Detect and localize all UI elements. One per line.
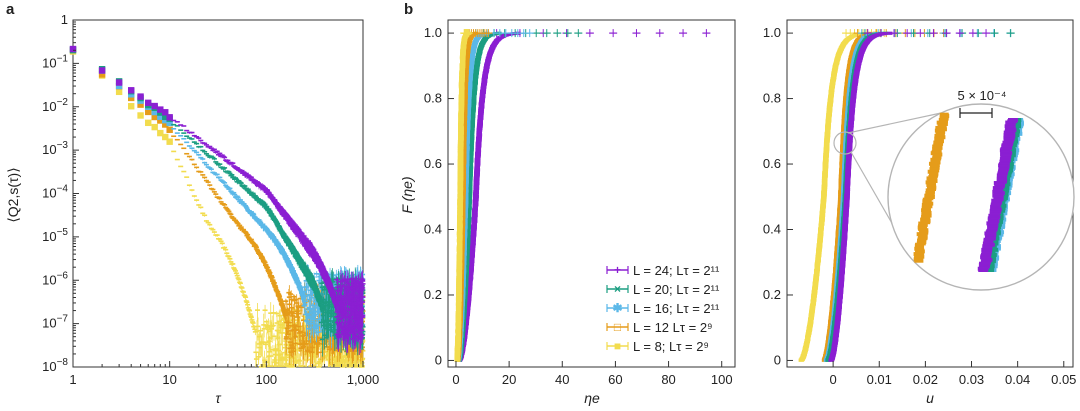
a-point bbox=[151, 108, 158, 116]
panel-a-letter: a bbox=[6, 1, 15, 18]
a-series-L24 bbox=[69, 45, 366, 355]
a-point bbox=[127, 94, 135, 102]
a-point bbox=[151, 102, 158, 110]
a-point bbox=[127, 87, 135, 94]
a-point bbox=[166, 114, 173, 121]
a-point bbox=[145, 108, 152, 116]
a-point bbox=[166, 138, 173, 145]
a-point bbox=[166, 126, 173, 133]
a-point bbox=[145, 119, 152, 127]
a-point bbox=[127, 103, 135, 110]
a-point bbox=[162, 133, 169, 141]
a-point bbox=[157, 113, 164, 120]
a-series-L20 bbox=[69, 46, 366, 357]
a-point bbox=[157, 106, 164, 113]
a-point bbox=[166, 119, 173, 127]
a-point bbox=[115, 82, 123, 90]
a-point bbox=[157, 129, 164, 137]
panel-a: 1 10 100 1,000110−110−210−310−410−510−610−7… bbox=[5, 12, 379, 406]
a-point bbox=[145, 99, 152, 107]
a-point bbox=[157, 117, 164, 124]
a-point bbox=[162, 113, 169, 121]
a-point bbox=[137, 101, 144, 108]
a-point bbox=[162, 116, 169, 124]
a-point bbox=[115, 88, 123, 96]
a-point bbox=[151, 123, 158, 131]
a-point bbox=[69, 45, 77, 53]
a-point bbox=[151, 113, 158, 121]
a-point bbox=[162, 121, 169, 128]
a-point bbox=[137, 112, 144, 119]
panel-a-data bbox=[69, 45, 366, 368]
a-point bbox=[115, 79, 123, 86]
a-point bbox=[98, 67, 106, 74]
a-point bbox=[98, 71, 106, 78]
a-point bbox=[137, 93, 144, 100]
panel-b-letter: b bbox=[404, 1, 413, 18]
a-point bbox=[162, 109, 169, 116]
